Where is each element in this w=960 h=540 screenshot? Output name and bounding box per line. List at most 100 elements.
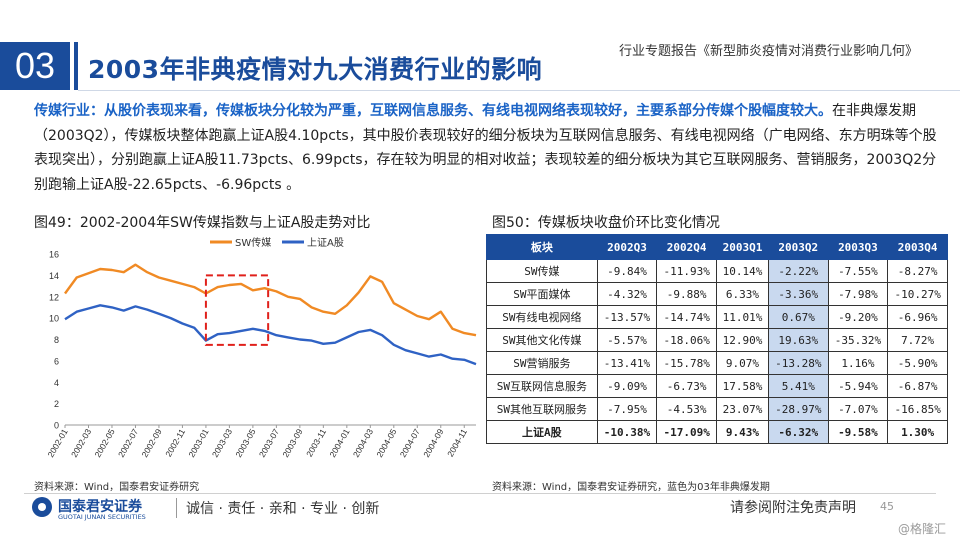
table-row-label: SW传媒	[486, 259, 598, 283]
table-cell: 7.72%	[887, 328, 948, 352]
table-row-label: SW平面媒体	[486, 282, 598, 306]
paragraph-highlight: 传媒行业：从股价表现来看，传媒板块分化较为严重，互联网信息服务、有线电视网络表现…	[34, 103, 832, 119]
paragraph-body: 在非典爆发期（2003Q2），传媒板块整体跑赢上证A股4.10pcts，其中股价…	[34, 103, 937, 193]
table-cell: 9.43%	[715, 420, 769, 444]
table-cell: -9.88%	[656, 282, 717, 306]
table-cell: -7.95%	[596, 397, 658, 421]
x-tick-label: 2002-03	[69, 427, 93, 459]
footer-rule	[24, 493, 936, 494]
table-header-3: 2003Q1	[715, 234, 769, 260]
table-cell: 5.41%	[767, 374, 829, 398]
table-cell: -14.74%	[656, 305, 717, 329]
table-cell: 23.07%	[715, 397, 769, 421]
table-row-label: SW有线电视网络	[486, 305, 598, 329]
table-header-2: 2002Q4	[656, 234, 717, 260]
table-row-label: 上证A股	[486, 420, 598, 444]
table-cell: -16.85%	[887, 397, 948, 421]
table-body: SW传媒 -9.84% -11.93% 10.14% -2.22% -7.55% -8.27…	[486, 259, 948, 444]
table-cell: 10.14%	[715, 259, 769, 283]
table-cell: -2.22%	[767, 259, 829, 283]
table-cell: -18.06%	[656, 328, 717, 352]
table-cell: 1.30%	[887, 420, 948, 444]
y-tick-label: 16	[49, 250, 59, 260]
table-row: SW其他文化传媒 -5.57% -18.06% 12.90% 19.63% -35.32%…	[486, 328, 948, 352]
x-tick-label: 2002-05	[92, 427, 116, 459]
y-tick-label: 10	[49, 314, 59, 324]
table-cell: -13.28%	[767, 351, 829, 375]
table-header-row: 板块 2002Q3 2002Q4 2003Q1 2003Q2 2003Q3 2003Q4	[486, 234, 948, 260]
table-row: SW平面媒体 -4.32% -9.88% 6.33% -3.36% -7.98% -10.2…	[486, 282, 948, 306]
table-cell: -6.96%	[887, 305, 948, 329]
company-slogan: 诚信 · 责任 · 亲和 · 专业 · 创新	[186, 501, 380, 517]
table-cell: -8.27%	[887, 259, 948, 283]
table-row-label: SW营销服务	[486, 351, 598, 375]
y-tick-label: 8	[54, 335, 59, 345]
table-cell: -9.58%	[827, 420, 889, 444]
y-tick-label: 4	[54, 378, 59, 388]
table-cell: -7.98%	[827, 282, 889, 306]
x-tick-label: 2004-03	[351, 427, 375, 459]
table-cell: 9.07%	[715, 351, 769, 375]
table-row-label: SW其他文化传媒	[486, 328, 598, 352]
logo-text-cn: 国泰君安证券	[58, 499, 142, 515]
section-number: 03	[0, 42, 70, 90]
figure50-title: 图50：传媒板块收盘价环比变化情况	[492, 215, 720, 231]
page-title: 2003年非典疫情对九大消费行业的影响	[88, 55, 543, 84]
y-tick-label: 2	[54, 399, 59, 409]
table-cell: -3.36%	[767, 282, 829, 306]
figure50-source: 资料来源：Wind，国泰君安证券研究，蓝色为03年非典爆发期	[492, 482, 770, 493]
x-tick-label: 2003-09	[280, 427, 304, 459]
table-cell: -4.53%	[656, 397, 717, 421]
table-cell: 0.67%	[767, 305, 829, 329]
x-tick-label: 2004-01	[327, 427, 351, 459]
legend-label: SW传媒	[235, 237, 271, 249]
y-tick-label: 12	[49, 292, 59, 302]
x-tick-label: 2003-07	[257, 427, 281, 459]
quarterly-change-table: 板块 2002Q3 2002Q4 2003Q1 2003Q2 2003Q3 2003Q4 S…	[486, 234, 948, 444]
x-tick-label: 2004-09	[421, 427, 445, 459]
page-number: 45	[880, 500, 894, 513]
table-cell: -5.94%	[827, 374, 889, 398]
series-line-shanghai-a	[64, 304, 477, 366]
table-cell: 17.58%	[715, 374, 769, 398]
table-cell: -9.84%	[596, 259, 658, 283]
table-cell: -28.97%	[767, 397, 829, 421]
legend-label: 上证A股	[307, 237, 344, 249]
table-cell: -9.20%	[827, 305, 889, 329]
table-row: SW其他互联网服务 -7.95% -4.53% 23.07% -28.97% -7.07%…	[486, 397, 948, 421]
table-cell: -10.27%	[887, 282, 948, 306]
table-cell: -7.55%	[827, 259, 889, 283]
table-row: SW有线电视网络 -13.57% -14.74% 11.01% 0.67% -9.20% -…	[486, 305, 948, 329]
table-cell: 12.90%	[715, 328, 769, 352]
table-row-label: SW互联网信息服务	[486, 374, 598, 398]
table-cell: 11.01%	[715, 305, 769, 329]
x-tick-label: 2004-05	[374, 427, 398, 459]
x-tick-label: 2004-07	[398, 427, 422, 459]
series-line-sw-media	[64, 263, 477, 337]
x-tick-label: 2002-11	[163, 427, 187, 459]
y-tick-label: 14	[49, 271, 59, 281]
table-cell: -10.38%	[596, 420, 658, 444]
table-cell: -6.87%	[887, 374, 948, 398]
table-cell: -35.32%	[827, 328, 889, 352]
table-cell: -15.78%	[656, 351, 717, 375]
table-row: SW营销服务 -13.41% -15.78% 9.07% -13.28% 1.16% -5.…	[486, 351, 948, 375]
footer-separator	[176, 498, 177, 518]
line-chart: 0 2 4 6 8 10 12 14 16 2002-01 2002-03 2002-05 2002-0…	[30, 232, 480, 477]
table-cell: -4.32%	[596, 282, 658, 306]
disclaimer-note: 请参阅附注免责声明	[730, 500, 856, 516]
table-cell: 19.63%	[767, 328, 829, 352]
table-cell: -11.93%	[656, 259, 717, 283]
table-cell: -6.73%	[656, 374, 717, 398]
table-cell: -5.90%	[887, 351, 948, 375]
table-cell: 1.16%	[827, 351, 889, 375]
table-cell: -7.07%	[827, 397, 889, 421]
x-tick-label: 2002-01	[45, 427, 69, 459]
x-tick-label: 2003-11	[304, 427, 328, 459]
table-cell: -9.09%	[596, 374, 658, 398]
figure49-title: 图49：2002-2004年SW传媒指数与上证A股走势对比	[34, 215, 371, 231]
section-divider	[74, 42, 78, 90]
table-row-label: SW其他互联网服务	[486, 397, 598, 421]
logo-text-en: GUOTAI JUNAN SECURITIES	[58, 513, 146, 521]
x-tick-label: 2004-11	[445, 427, 469, 459]
